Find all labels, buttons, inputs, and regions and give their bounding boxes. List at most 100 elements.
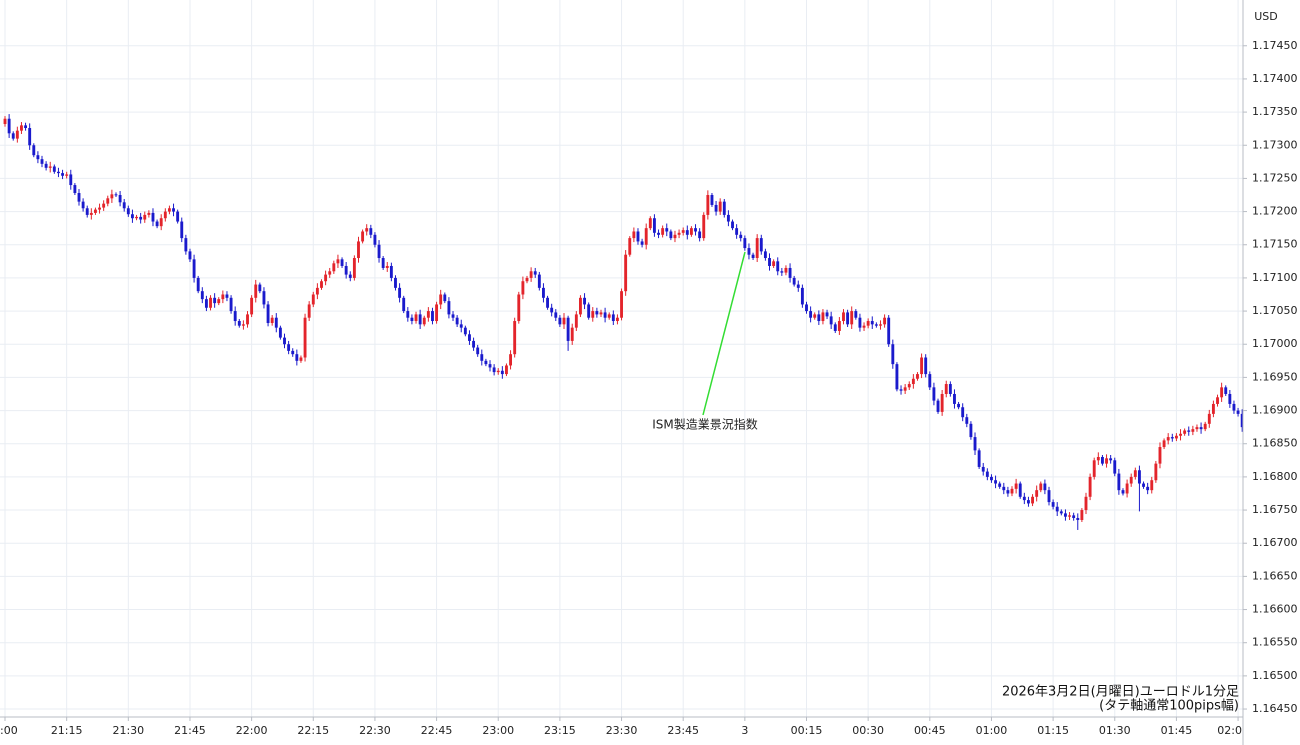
candle-body bbox=[825, 312, 829, 317]
candle-body bbox=[106, 198, 110, 204]
candle-body bbox=[628, 238, 632, 255]
y-tick-label: 1.17450 bbox=[1252, 39, 1298, 52]
candle-body bbox=[1047, 490, 1051, 503]
candle-body bbox=[258, 284, 262, 292]
candle-body bbox=[809, 311, 813, 318]
candle-body bbox=[89, 212, 93, 215]
candle-body bbox=[200, 291, 204, 300]
candle-body bbox=[332, 263, 336, 272]
x-tick-label: 23:30 bbox=[606, 724, 638, 737]
candle-body bbox=[233, 311, 237, 322]
x-tick-label: 22:00 bbox=[236, 724, 268, 737]
candle-body bbox=[792, 277, 796, 285]
candle-body bbox=[455, 317, 459, 325]
candle-body bbox=[620, 291, 623, 318]
candle-body bbox=[130, 214, 134, 219]
candle-body bbox=[114, 194, 118, 196]
candle-body bbox=[1084, 496, 1088, 511]
caption-line: 2026年3月2日(月曜日)ユーロドル1分足 bbox=[1002, 685, 1239, 700]
candle-body bbox=[574, 314, 578, 328]
candle-body bbox=[139, 216, 143, 220]
candle-body bbox=[1100, 456, 1104, 464]
candle-body bbox=[1109, 458, 1113, 461]
candle-body bbox=[1006, 490, 1010, 494]
candle-body bbox=[118, 195, 122, 203]
candle-body bbox=[439, 294, 443, 305]
candle-body bbox=[254, 284, 258, 298]
y-tick-label: 1.17100 bbox=[1252, 271, 1298, 284]
candle-body bbox=[846, 312, 850, 325]
y-tick-label: 1.16900 bbox=[1252, 404, 1298, 417]
candle-body bbox=[648, 218, 652, 229]
candle-body bbox=[776, 261, 780, 272]
y-tick-label: 1.16850 bbox=[1252, 437, 1298, 450]
y-tick-label: 1.16800 bbox=[1252, 470, 1298, 483]
candle-body bbox=[751, 254, 755, 259]
candle-body bbox=[65, 174, 69, 176]
candle-body bbox=[829, 316, 833, 325]
candle-body bbox=[1199, 427, 1203, 430]
candle-body bbox=[640, 241, 644, 245]
y-tick-label: 1.16750 bbox=[1252, 503, 1298, 516]
candle-body bbox=[883, 317, 887, 325]
candle-body bbox=[891, 344, 895, 365]
candle-body bbox=[1117, 473, 1121, 491]
candle-body bbox=[579, 297, 582, 315]
candle-body bbox=[965, 417, 969, 424]
candle-body bbox=[1232, 403, 1236, 411]
candle-body bbox=[180, 221, 184, 239]
candle-body bbox=[163, 211, 167, 219]
candle-body bbox=[1158, 447, 1162, 464]
candle-body bbox=[1166, 437, 1170, 441]
candle-body bbox=[562, 317, 566, 325]
candle-body bbox=[1216, 397, 1219, 404]
candle-body bbox=[998, 483, 1002, 487]
candle-body bbox=[583, 297, 586, 305]
candle-body bbox=[858, 317, 862, 328]
candle-body bbox=[24, 125, 28, 129]
candle-body bbox=[1129, 476, 1133, 484]
candle-body bbox=[920, 357, 924, 375]
candle-body bbox=[685, 230, 689, 235]
candle-body bbox=[957, 403, 961, 408]
candle-body bbox=[702, 214, 706, 239]
candle-body bbox=[389, 265, 393, 278]
candle-body bbox=[718, 201, 722, 212]
candle-body bbox=[969, 423, 973, 438]
candle-body bbox=[1142, 483, 1145, 487]
candle-body bbox=[981, 466, 985, 472]
candle-body bbox=[743, 238, 747, 249]
candle-body bbox=[472, 340, 476, 348]
candle-body bbox=[936, 400, 940, 412]
candle-body bbox=[1195, 427, 1199, 430]
candle-body bbox=[546, 297, 549, 308]
candle-body bbox=[509, 354, 513, 366]
candle-body bbox=[657, 232, 660, 235]
candle-body bbox=[15, 130, 19, 139]
candle-body bbox=[1203, 423, 1207, 430]
candle-body bbox=[225, 294, 229, 298]
candle-body bbox=[246, 314, 249, 325]
candle-body bbox=[1043, 483, 1047, 491]
candle-body bbox=[525, 277, 529, 282]
candle-body bbox=[69, 174, 73, 186]
candle-body bbox=[1002, 486, 1006, 491]
candle-body bbox=[274, 317, 278, 328]
candle-body bbox=[307, 304, 311, 318]
candle-body bbox=[484, 360, 488, 365]
y-tick-label: 1.17400 bbox=[1252, 72, 1298, 85]
candle-body bbox=[706, 195, 710, 215]
candle-body bbox=[566, 317, 570, 341]
annotation: ISM製造業景況指数 bbox=[652, 417, 758, 432]
candle-body bbox=[52, 166, 56, 172]
candle-body bbox=[418, 314, 422, 325]
candle-body bbox=[759, 238, 763, 252]
candle-body bbox=[714, 204, 718, 212]
candle-body bbox=[961, 407, 965, 418]
candle-body bbox=[731, 221, 734, 229]
x-tick-label: 3 bbox=[741, 724, 748, 737]
candle-body bbox=[1170, 437, 1174, 439]
candle-body bbox=[694, 228, 697, 232]
candle-body bbox=[1055, 506, 1059, 512]
candle-body bbox=[1080, 510, 1084, 521]
